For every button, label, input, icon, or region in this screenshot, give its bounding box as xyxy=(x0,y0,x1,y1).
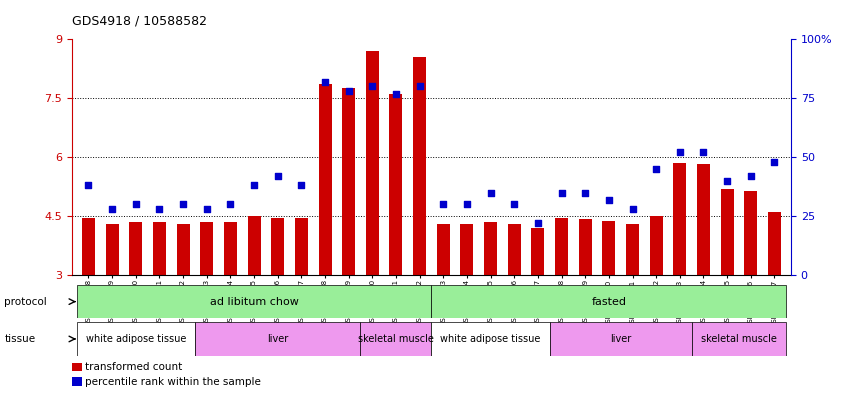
Text: transformed count: transformed count xyxy=(85,362,183,372)
Point xyxy=(82,182,96,189)
Point xyxy=(721,178,734,184)
Bar xyxy=(692,322,786,356)
Text: tissue: tissue xyxy=(4,334,36,344)
Point xyxy=(673,149,687,156)
Point xyxy=(602,196,616,203)
Bar xyxy=(626,224,639,275)
Point xyxy=(626,206,640,212)
Point xyxy=(697,149,711,156)
Bar xyxy=(744,191,757,275)
Bar xyxy=(579,219,591,275)
Bar xyxy=(195,322,360,356)
Bar xyxy=(360,322,431,356)
Bar xyxy=(484,222,497,275)
Bar xyxy=(272,218,284,275)
Point xyxy=(744,173,757,179)
Point xyxy=(223,201,237,208)
Bar xyxy=(77,322,195,356)
Bar xyxy=(295,218,308,275)
Bar xyxy=(82,218,95,275)
Bar xyxy=(508,224,521,275)
Point xyxy=(484,189,497,196)
Text: liver: liver xyxy=(267,334,288,344)
Bar xyxy=(550,322,692,356)
Point xyxy=(247,182,261,189)
Point xyxy=(767,159,781,165)
Bar xyxy=(153,222,166,275)
Point xyxy=(579,189,592,196)
Bar xyxy=(201,222,213,275)
Bar xyxy=(437,224,450,275)
Bar xyxy=(365,51,379,275)
Bar xyxy=(318,84,332,275)
Point xyxy=(200,206,213,212)
Bar xyxy=(389,94,403,275)
Bar xyxy=(342,88,355,275)
Point xyxy=(460,201,474,208)
Text: skeletal muscle: skeletal muscle xyxy=(358,334,434,344)
Bar xyxy=(697,164,710,275)
Text: GDS4918 / 10588582: GDS4918 / 10588582 xyxy=(72,15,207,28)
Point xyxy=(318,79,332,85)
Text: percentile rank within the sample: percentile rank within the sample xyxy=(85,376,261,387)
Bar xyxy=(177,224,190,275)
Bar xyxy=(431,322,550,356)
Text: liver: liver xyxy=(610,334,631,344)
Bar xyxy=(721,189,733,275)
Bar xyxy=(460,224,474,275)
Text: white adipose tissue: white adipose tissue xyxy=(441,334,541,344)
Bar xyxy=(602,221,615,275)
Point xyxy=(294,182,308,189)
Bar xyxy=(413,57,426,275)
Bar xyxy=(224,222,237,275)
Bar xyxy=(77,285,431,318)
Point xyxy=(342,88,355,94)
Point xyxy=(413,83,426,90)
Point xyxy=(106,206,119,212)
Point xyxy=(389,90,403,97)
Bar xyxy=(248,216,261,275)
Text: skeletal muscle: skeletal muscle xyxy=(701,334,777,344)
Bar xyxy=(106,224,118,275)
Bar xyxy=(555,218,568,275)
Text: white adipose tissue: white adipose tissue xyxy=(85,334,186,344)
Point xyxy=(176,201,190,208)
Bar xyxy=(129,222,142,275)
Point xyxy=(129,201,142,208)
Bar xyxy=(650,216,662,275)
Bar xyxy=(531,228,545,275)
Text: protocol: protocol xyxy=(4,297,47,307)
Bar xyxy=(673,163,686,275)
Point xyxy=(437,201,450,208)
Text: ad libitum chow: ad libitum chow xyxy=(210,297,299,307)
Point xyxy=(271,173,284,179)
Bar xyxy=(431,285,786,318)
Point xyxy=(508,201,521,208)
Point xyxy=(531,220,545,226)
Point xyxy=(555,189,569,196)
Point xyxy=(152,206,166,212)
Point xyxy=(650,166,663,172)
Bar xyxy=(768,212,781,275)
Text: fasted: fasted xyxy=(591,297,626,307)
Point xyxy=(365,83,379,90)
